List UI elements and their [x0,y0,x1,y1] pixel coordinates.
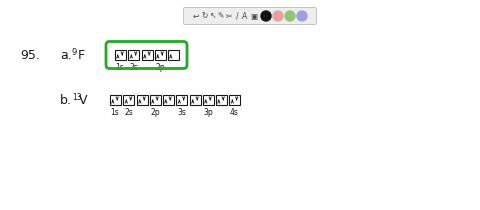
Text: 3s: 3s [177,108,186,117]
Text: 4s: 4s [230,108,239,117]
Bar [149,95,160,105]
Bar [190,95,201,105]
Bar [216,95,227,105]
Bar [176,95,187,105]
Bar [128,50,139,60]
Circle shape [297,11,307,21]
Text: 13: 13 [72,92,82,101]
Circle shape [273,11,283,21]
Text: b.: b. [60,93,72,106]
Bar [136,95,147,105]
Bar [163,95,173,105]
Text: /: / [236,12,238,21]
Text: F: F [78,49,85,62]
Bar [168,50,179,60]
Text: ↖: ↖ [210,12,216,21]
Text: a.: a. [60,49,72,62]
Bar [142,50,153,60]
Text: ▣: ▣ [251,12,258,21]
Text: ✎: ✎ [218,12,224,21]
Text: A: A [242,12,248,21]
Text: V: V [79,93,87,106]
Circle shape [261,11,271,21]
Circle shape [285,11,295,21]
Text: ✂: ✂ [226,12,232,21]
Text: 2s: 2s [124,108,133,117]
Text: ↩: ↩ [193,12,199,21]
Bar [123,95,134,105]
Bar [203,95,214,105]
Text: 2s: 2s [129,63,138,72]
Text: 95.: 95. [20,49,40,62]
Text: 9: 9 [72,47,77,56]
Text: ↻: ↻ [202,12,208,21]
FancyBboxPatch shape [183,8,316,25]
Text: 1s: 1s [116,63,124,72]
Bar [109,95,120,105]
Bar [115,50,125,60]
Text: 2p: 2p [155,63,165,72]
Text: 1s: 1s [110,108,120,117]
Text: 2p: 2p [150,108,160,117]
Bar [229,95,240,105]
Bar [155,50,166,60]
Text: 3p: 3p [203,108,213,117]
